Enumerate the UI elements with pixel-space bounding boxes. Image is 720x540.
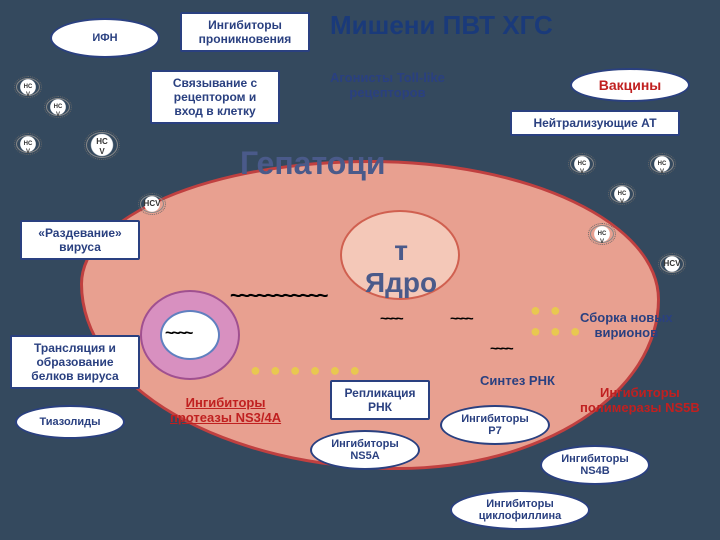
ifn-oval: ИФН (50, 18, 160, 58)
hcv-virion: HC V (570, 155, 594, 173)
virion-assembly-label: Сборка новых вирионов (580, 310, 673, 340)
hepatocyte-label: Гепатоци (240, 145, 386, 182)
rna-strand: ~~~~~~~~~~~ (230, 285, 325, 308)
nucleus-label: т Ядро (365, 235, 437, 299)
rna-strand: ~~~~ (165, 325, 190, 343)
polymerase-inhibitor-label: Ингибиторы полимеразы NS5B (580, 385, 700, 415)
rna-strand: ~~~~ (450, 310, 471, 326)
p7-oval: Ингибиторы P7 (440, 405, 550, 445)
protease-inhibitor-label: Ингибиторы протеазы NS3/4A (170, 395, 281, 425)
protein-dots: ● ●● ● ● (530, 300, 583, 342)
hcv-virion: HC V (16, 78, 40, 96)
hcv-virion: HC V (650, 155, 674, 173)
vaccines-oval: Вакцины (570, 68, 690, 102)
receptor-binding-box: Связывание с рецептором и вход в клетку (150, 70, 280, 124)
rna-strand: ~~~~ (490, 340, 511, 356)
thiazolides-oval: Тиазолиды (15, 405, 125, 439)
rna-strand: ~~~~ (380, 310, 401, 326)
rna-replication-box: Репликация РНК (330, 380, 430, 420)
hcv-virion: HC V (610, 185, 634, 203)
uncoating-box: «Раздевание» вируса (20, 220, 140, 260)
translation-box: Трансляция и образование белков вируса (10, 335, 140, 389)
entry-inhibitors-box: Ингибиторы проникновения (180, 12, 310, 52)
rna-synthesis-label: Синтез РНК (480, 373, 555, 388)
hcv-virion: HC V (590, 225, 614, 243)
cyclophilin-oval: Ингибиторы циклофиллина (450, 490, 590, 530)
hcv-virion: HCV (140, 195, 164, 213)
ns4b-oval: Ингибиторы NS4B (540, 445, 650, 485)
hcv-virion: HC V (46, 98, 70, 116)
ns5a-oval: Ингибиторы NS5A (310, 430, 420, 470)
diagram-title: Мишени ПВТ ХГС (330, 10, 553, 41)
hcv-virion-large: HC V (86, 132, 118, 158)
hcv-virion: HC V (16, 135, 40, 153)
neutralizing-ab-box: Нейтрализующие АТ (510, 110, 680, 136)
protein-dots: ● ● ● ● ● ● (250, 360, 362, 381)
toll-like-label: Агонисты Toll-like рецепторов (330, 70, 445, 100)
hcv-virion: HCV (660, 255, 684, 273)
